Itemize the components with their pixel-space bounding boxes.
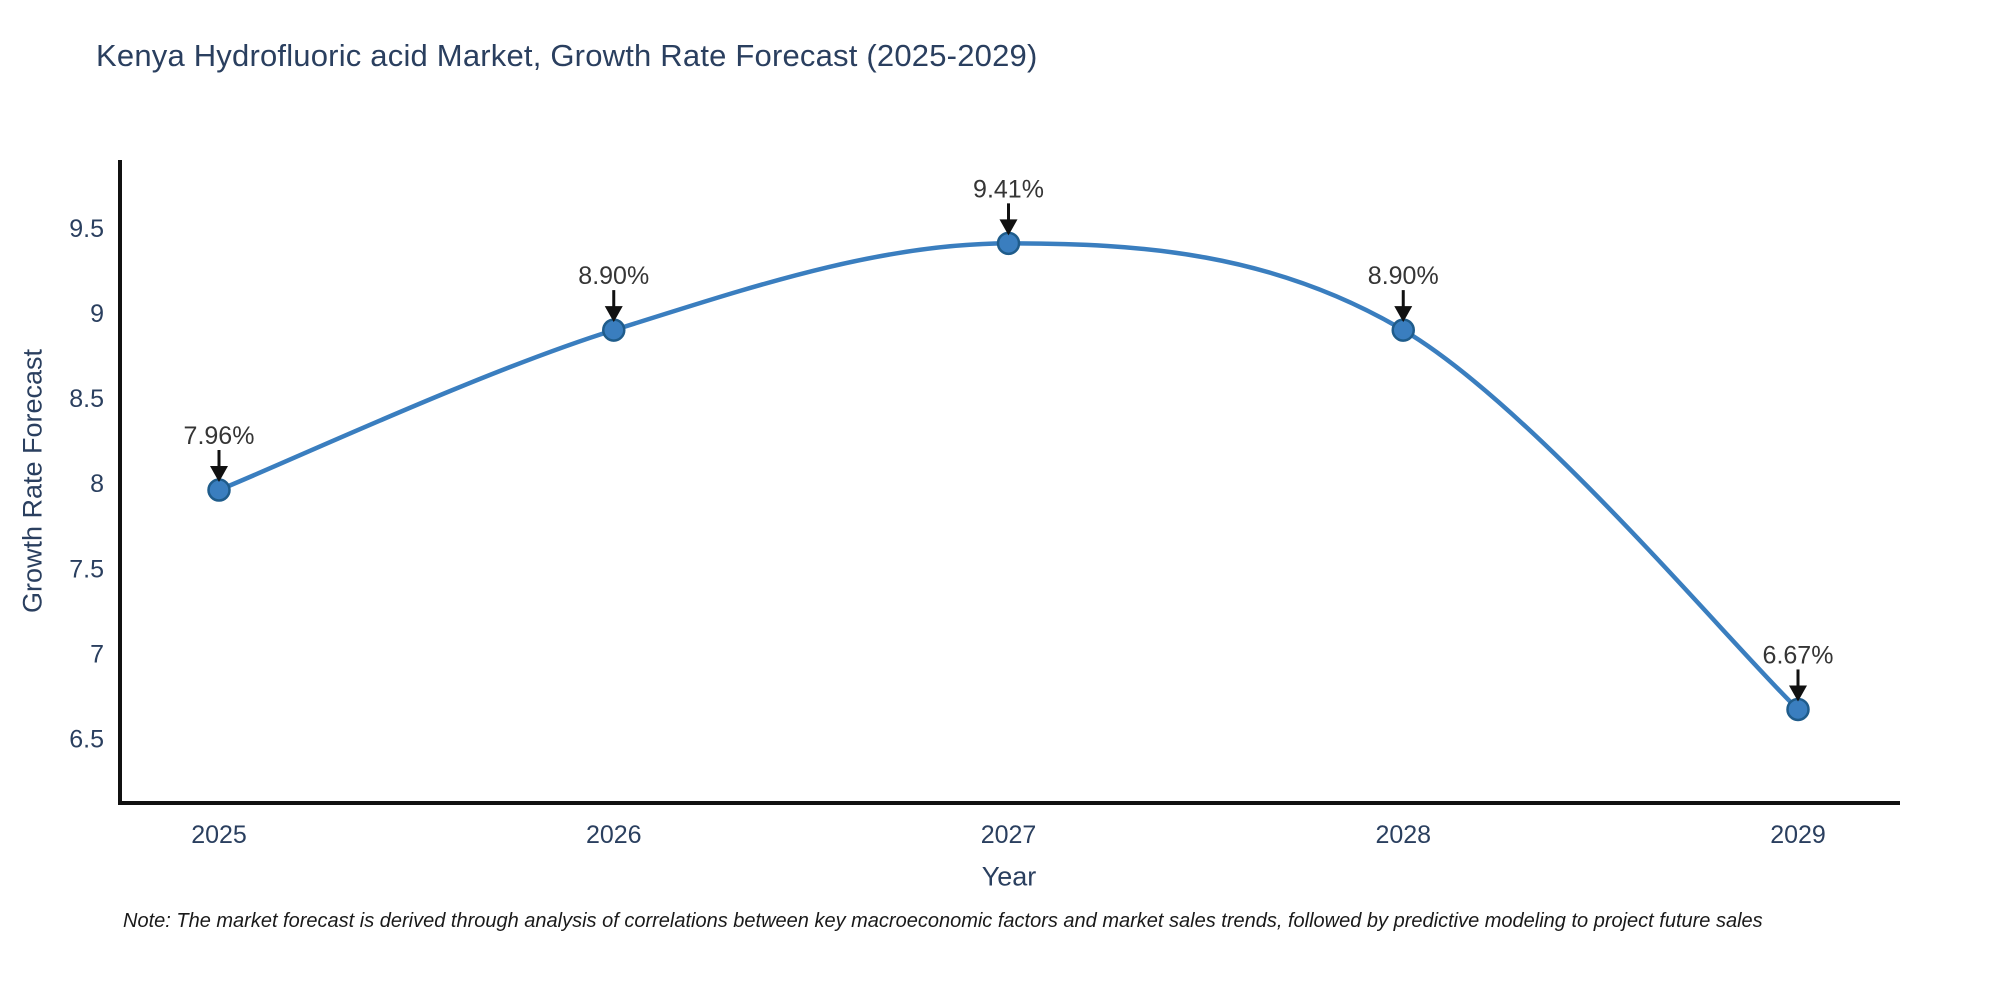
data-point-marker <box>602 318 626 342</box>
chart-title: Kenya Hydrofluoric acid Market, Growth R… <box>96 38 1038 73</box>
x-tick-label: 2026 <box>586 821 642 849</box>
y-axis-title: Growth Rate Forecast <box>17 348 48 614</box>
x-tick-label: 2025 <box>191 821 247 849</box>
annotation-label: 9.41% <box>973 175 1044 203</box>
y-tick-label: 8.5 <box>69 385 104 413</box>
annotation-label: 8.90% <box>578 262 649 290</box>
data-point-marker <box>996 231 1021 256</box>
annotation-arrowhead <box>999 219 1018 236</box>
annotation-label: 8.90% <box>1368 262 1439 290</box>
y-tick-label: 9 <box>90 300 104 328</box>
annotation-arrowhead <box>1789 685 1807 702</box>
annotation-arrowhead <box>1394 306 1413 323</box>
y-tick-label: 7.5 <box>69 555 104 583</box>
annotation-arrowhead <box>210 466 228 483</box>
y-tick-label: 6.5 <box>69 725 104 753</box>
annotation-label: 7.96% <box>184 422 255 450</box>
series-line <box>216 241 1801 712</box>
annotation-label: 6.67% <box>1763 641 1834 669</box>
data-point-marker <box>1786 697 1810 722</box>
x-tick-label: 2028 <box>1375 821 1431 849</box>
x-axis-title: Year <box>981 861 1037 892</box>
y-tick-label: 8 <box>90 470 104 498</box>
data-point-marker <box>1391 318 1415 342</box>
x-tick-label: 2027 <box>981 821 1037 849</box>
y-tick-label: 7 <box>90 640 104 668</box>
footnote: Note: The market forecast is derived thr… <box>123 910 1763 932</box>
y-tick-label: 9.5 <box>69 215 104 243</box>
data-point-marker <box>207 478 231 502</box>
annotation-arrowhead <box>604 306 623 323</box>
x-tick-label: 2029 <box>1770 821 1826 849</box>
